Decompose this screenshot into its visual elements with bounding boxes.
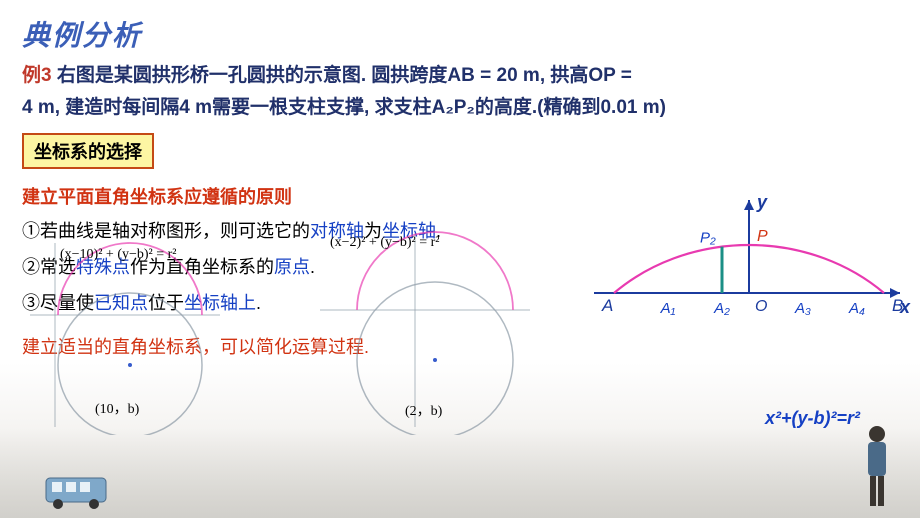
svg-text:A₄: A₄ (848, 300, 865, 317)
problem-text: 例3 右图是某圆拱形桥一孔圆拱的示意图. 圆拱跨度AB = 20 m, 拱高OP… (22, 60, 898, 125)
svg-text:P₂: P₂ (700, 230, 716, 247)
bottom-decoration (0, 428, 920, 518)
right-equation: x²+(y-b)²=r² (765, 408, 860, 429)
bus-icon (44, 472, 114, 512)
svg-text:A₁: A₁ (660, 300, 676, 317)
eq-overlay-2: (x−2)² + (y−b)² = r² (330, 235, 439, 251)
svg-text:A₂: A₂ (713, 300, 730, 317)
rule2-h2: 原点 (274, 257, 310, 277)
example-label: 例3 (22, 65, 57, 86)
svg-text:A₃: A₃ (794, 300, 811, 317)
svg-text:y: y (756, 192, 768, 212)
rule3-post: . (256, 293, 261, 313)
sub-heading-box: 坐标系的选择 (22, 133, 154, 169)
eq-overlay-1: (x−10)² + (y−b)² = r² (60, 247, 176, 263)
sub-heading: 坐标系的选择 (34, 142, 142, 162)
svg-text:P: P (757, 228, 768, 245)
eq-overlay-1-center: (10，b) (95, 398, 139, 418)
problem-line1: 右图是某圆拱形桥一孔圆拱的示意图. 圆拱跨度AB = 20 m, 拱高OP = (57, 65, 632, 86)
section-title: 典例分析 (22, 14, 898, 54)
svg-text:O: O (755, 298, 767, 315)
main-diagram: AA₁A₂OA₃A₄BxyPP₂ (584, 188, 914, 388)
svg-text:A: A (601, 296, 613, 315)
eq-overlay-2-center: (2，b) (405, 400, 442, 420)
person-icon (854, 422, 900, 512)
problem-line2: 4 m, 建造时每间隔4 m需要一根支柱支撑, 求支柱A₂P₂的高度.(精确到0… (22, 97, 666, 118)
svg-text:x: x (899, 297, 911, 317)
